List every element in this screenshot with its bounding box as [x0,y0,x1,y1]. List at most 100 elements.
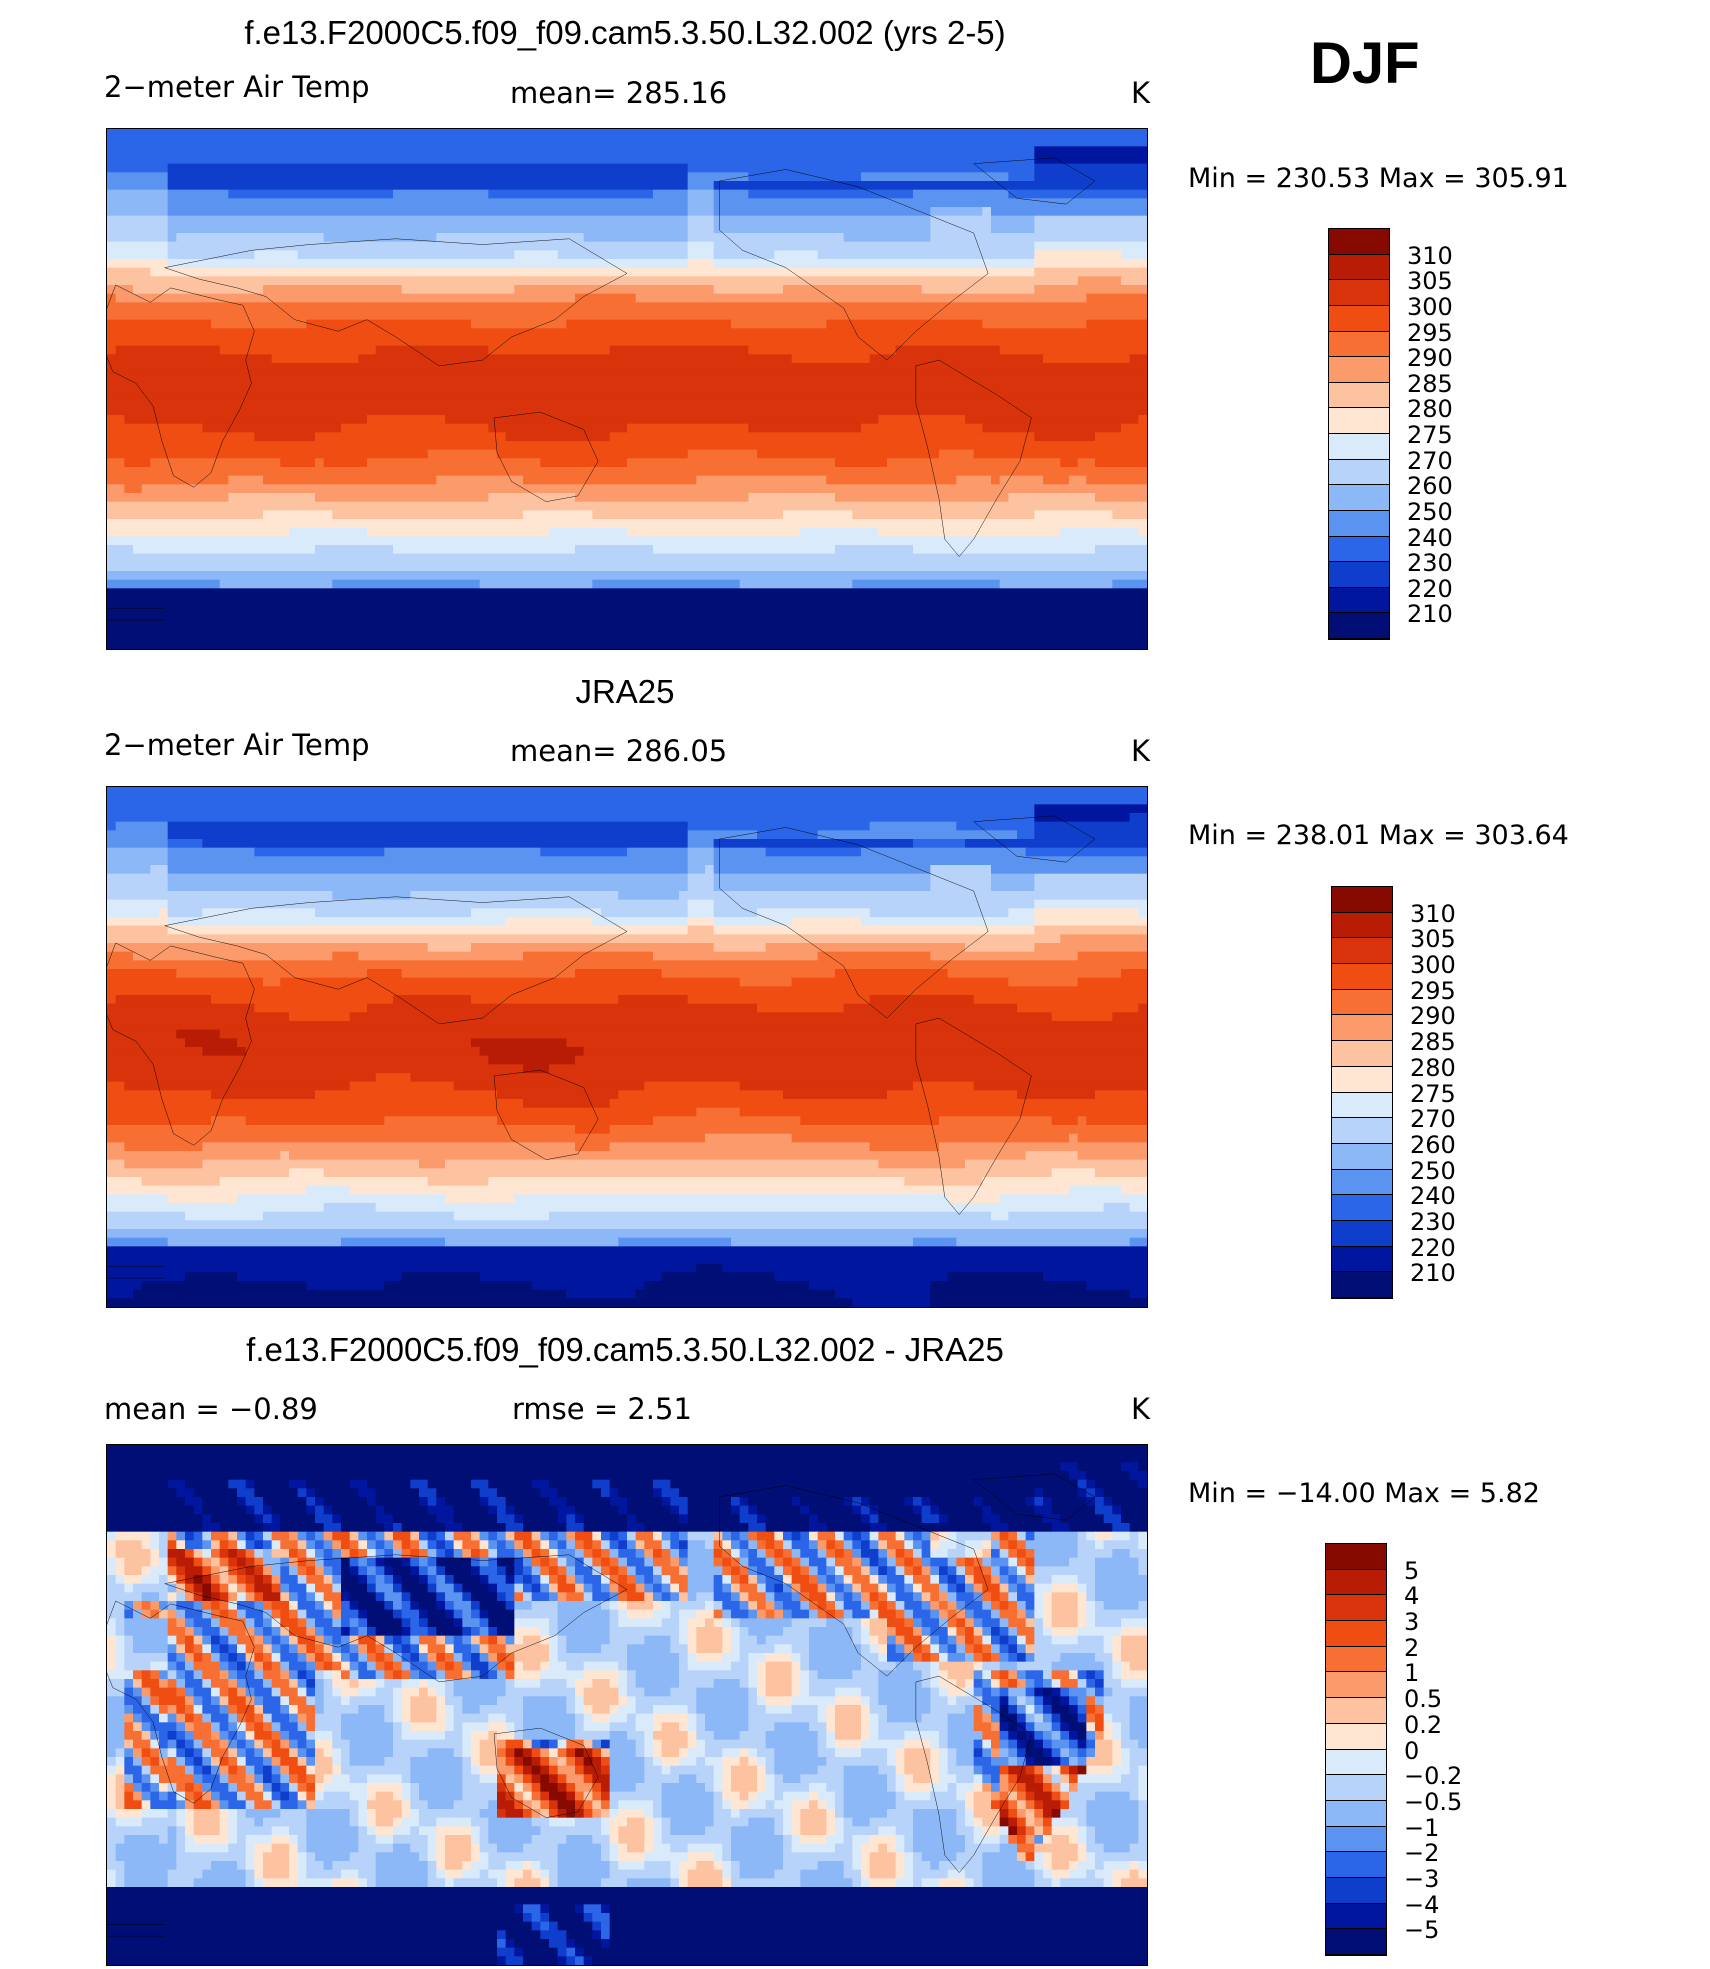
panel-3-mean-label: mean = −0.89 [104,1392,318,1426]
colorbar-tick-label: 300 [1410,951,1456,980]
colorbar-tick-label: 285 [1410,1028,1456,1057]
colorbar-swatch [1329,434,1389,460]
colorbar-swatch [1326,1800,1386,1827]
panel-3-title: f.e13.F2000C5.f09_f09.cam5.3.50.L32.002 … [246,1331,1004,1368]
colorbar-swatch [1329,280,1389,306]
coastline [107,285,254,487]
panel-1-map [106,128,1148,650]
colorbar-swatch [1326,1775,1386,1801]
colorbar-swatch [1329,459,1389,486]
colorbar-tick-label: 0.5 [1404,1685,1443,1714]
colorbar-tick-label: 1 [1404,1659,1420,1688]
colorbar-swatch [1326,1698,1386,1724]
coastline [916,1018,1032,1214]
panel-3-map [106,1444,1148,1966]
colorbar-tick-label: 300 [1407,292,1453,321]
colorbar-tick-label: −0.5 [1404,1787,1463,1816]
colorbar-swatch [1332,1220,1392,1247]
coastline [494,1728,598,1818]
colorbar-swatch [1326,1723,1386,1750]
colorbar-tick-label: 275 [1410,1079,1456,1108]
colorbar-swatch [1326,1595,1386,1622]
panel-1-mean-label: mean= 285.16 [510,76,728,110]
panel-1-variable-label: 2−meter Air Temp [104,70,370,104]
colorbar-swatch [1326,1903,1386,1930]
colorbar-tick-label: 210 [1410,1259,1456,1288]
colorbar-tick-label: −0.2 [1404,1762,1463,1791]
colorbar-swatch [1326,1749,1386,1776]
colorbar-swatch [1332,912,1392,939]
coastline [165,897,627,1024]
colorbar-tick-label: −3 [1404,1864,1440,1893]
colorbar-tick-label: 0 [1404,1736,1420,1765]
panel-1-title: f.e13.F2000C5.f09_f09.cam5.3.50.L32.002 … [244,14,1006,51]
coastline [719,1485,988,1676]
colorbar-tick-label: 3 [1404,1608,1420,1637]
colorbar-swatch [1332,1118,1392,1144]
colorbar-swatch [1326,1877,1386,1904]
colorbar-swatch [1326,1646,1386,1673]
colorbar-swatch [1329,357,1389,383]
colorbar-tick-label: 250 [1410,1156,1456,1185]
coastline [719,827,988,1018]
colorbar-tick-label: 4 [1404,1582,1420,1611]
colorbar-tick-label: −1 [1404,1813,1440,1842]
map-field [107,787,1147,1307]
colorbar-tick-label: 220 [1410,1233,1456,1262]
colorbar-swatch [1332,1143,1392,1170]
colorbar-tick-label: 280 [1407,395,1453,424]
colorbar-swatch [1329,562,1389,588]
panel-1-units: K [1131,76,1151,110]
colorbar-tick-label: 210 [1407,600,1453,629]
coastline [494,1070,598,1160]
colorbar-tick-label: 285 [1407,369,1453,398]
colorbar-swatch [1326,1544,1386,1570]
panel-2-minmax: Min = 238.01 Max = 303.64 [1188,820,1569,851]
colorbar-swatch [1332,1066,1392,1093]
colorbar-tick-label: 305 [1410,925,1456,954]
coastline [165,239,627,366]
colorbar-swatch [1329,408,1389,434]
colorbar-tick-label: 240 [1407,523,1453,552]
colorbar-tick-label: 0.2 [1404,1710,1443,1739]
panel-2-colorbar: 310 305 300 295 290 285 280 275 270 260 250 240 230 2… [1331,886,1456,1299]
coastline [974,816,1095,862]
colorbar-tick-label: 260 [1407,472,1453,501]
panel-3-colorbar: 5 4 3 2 1 0.5 0.2 0 −0.2 −0.5 −1 −2 −3 −4 −5 [1325,1543,1462,1956]
colorbar-tick-label: 220 [1407,574,1453,603]
colorbar-tick-label: 295 [1410,976,1456,1005]
colorbar-swatch [1332,887,1392,913]
coastline [494,412,598,502]
colorbar-swatch [1326,1672,1386,1699]
coastline [974,158,1095,204]
colorbar-swatch [1329,229,1389,255]
colorbar-swatch [1329,485,1389,511]
colorbar-tick-label: 270 [1407,446,1453,475]
coastline [974,1474,1095,1520]
coastline [916,360,1032,556]
coastline [107,943,254,1145]
colorbar-swatch [1332,1246,1392,1273]
colorbar-tick-label: 2 [1404,1633,1420,1662]
colorbar-swatch [1329,510,1389,537]
colorbar-tick-label: 260 [1410,1130,1456,1159]
colorbar-tick-label: 240 [1410,1182,1456,1211]
colorbar-tick-label: −2 [1404,1839,1440,1868]
map-field [107,129,1147,649]
colorbar-tick-label: 310 [1410,899,1456,928]
colorbar-swatch [1329,305,1389,332]
colorbar-tick-label: 290 [1407,344,1453,373]
colorbar-swatch [1326,1569,1386,1596]
colorbar-swatch [1326,1826,1386,1853]
colorbar-tick-label: 290 [1410,1002,1456,1031]
colorbar-tick-label: 280 [1410,1053,1456,1082]
colorbar-tick-label: 275 [1407,421,1453,449]
colorbar-swatch [1326,1852,1386,1878]
colorbar-swatch [1329,587,1389,614]
panel-1-colorbar: 310 305 300 295 290 285 280 275 270 260 250 240 230 2… [1328,228,1453,640]
colorbar-swatch [1332,1195,1392,1221]
colorbar-swatch [1329,613,1389,639]
panel-3-rmse-label: rmse = 2.51 [512,1392,692,1426]
colorbar-tick-label: −5 [1404,1916,1440,1945]
colorbar-tick-label: 250 [1407,497,1453,526]
